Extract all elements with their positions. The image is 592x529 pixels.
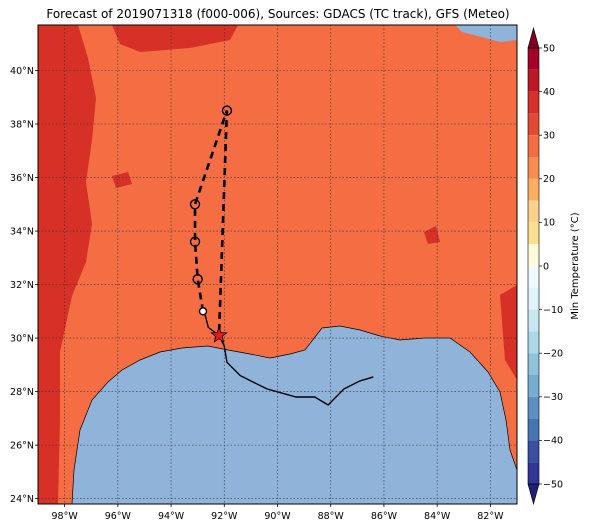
- colorbar-tick-label: −10: [543, 305, 563, 316]
- colorbar-tick-labels: 50 40 30 20 10 0 −10 −20 −30 −40 −50: [539, 43, 563, 490]
- latitude-tick-labels: 24°N 26°N 28°N 30°N 32°N 34°N 36°N 38°N 40°N: [10, 66, 38, 505]
- colorbar-tick-label: −40: [543, 436, 563, 447]
- warm-temperature-region-north: [38, 25, 238, 52]
- past-track-line: [202, 308, 374, 406]
- colorbar-band: [528, 135, 539, 157]
- colorbar-extend-bottom: [527, 483, 540, 506]
- forecast-position-marker: [192, 274, 203, 285]
- colorbar-band: [528, 353, 539, 375]
- atlantic-ocean: [455, 25, 517, 42]
- colorbar-band: [528, 222, 539, 245]
- colorbar-tick-label: 10: [543, 218, 555, 229]
- warm-temperature-patch: [500, 285, 517, 380]
- colorbar-tick-label: −50: [543, 479, 563, 490]
- colorbar-tick-label: 30: [543, 131, 555, 142]
- colorbar-band: [528, 375, 539, 397]
- colorbar-band: [528, 462, 539, 484]
- colorbar-extend-top: [527, 26, 540, 49]
- colorbar-tick-label: 0: [543, 261, 549, 272]
- colorbar-band: [528, 331, 539, 354]
- longitude-tick-label: 96°W: [105, 511, 132, 522]
- colorbar-tick-label: −20: [543, 349, 563, 360]
- colorbar-tick-label: −30: [543, 392, 563, 403]
- colorbar-band: [528, 418, 539, 441]
- longitude-tick-label: 98°W: [51, 511, 78, 522]
- longitude-tick-labels: 98°W 96°W 94°W 92°W 90°W 88°W 86°W 84°W 82°W: [51, 504, 504, 522]
- latitude-tick-label: 24°N: [10, 494, 34, 505]
- latitude-tick-label: 38°N: [10, 120, 34, 131]
- map-title: Forecast of 2019071318 (f000-006), Sourc…: [46, 7, 510, 21]
- colorbar-band: [528, 157, 539, 179]
- gulf-of-mexico: [72, 326, 517, 504]
- latitude-tick-label: 30°N: [10, 334, 34, 345]
- colorbar-band: [528, 200, 539, 223]
- current-storm-position-star: [210, 326, 228, 343]
- forecast-position-marker: [189, 236, 201, 247]
- forecast-track-line: [193, 110, 229, 336]
- forecast-position-marker: [189, 199, 201, 210]
- longitude-tick-label: 94°W: [158, 511, 185, 522]
- longitude-tick-label: 92°W: [211, 511, 238, 522]
- colorbar-band: [528, 309, 539, 332]
- latitude-tick-label: 28°N: [10, 387, 34, 398]
- longitude-tick-label: 88°W: [318, 511, 345, 522]
- latitude-tick-label: 26°N: [10, 441, 34, 452]
- colorbar-band: [528, 266, 539, 288]
- colorbar-band: [528, 48, 539, 70]
- warm-temperature-patch: [112, 172, 132, 188]
- colorbar-band: [528, 91, 539, 114]
- longitude-tick-label: 82°W: [477, 511, 504, 522]
- latitude-tick-label: 34°N: [10, 227, 34, 238]
- longitude-tick-label: 90°W: [264, 511, 291, 522]
- forecast-position-marker: [198, 307, 208, 316]
- coastline: [71, 325, 517, 504]
- colorbar-band: [528, 440, 539, 463]
- colorbar-tick-label: 40: [543, 87, 555, 98]
- storm-track: [189, 105, 374, 406]
- latitude-tick-label: 36°N: [10, 173, 34, 184]
- colorbar-label: Min Temperature (°C): [570, 212, 581, 319]
- colorbar-band: [528, 69, 539, 92]
- latitude-tick-label: 32°N: [10, 280, 34, 291]
- colorbar-band: [528, 178, 539, 201]
- colorbar-band: [528, 396, 539, 419]
- colorbar-tick-label: 20: [543, 174, 555, 185]
- warm-temperature-region-west: [38, 25, 96, 504]
- warm-temperature-patch: [424, 226, 440, 244]
- colorbar-band: [528, 113, 539, 136]
- colorbar-band: [528, 244, 539, 266]
- longitude-tick-label: 86°W: [371, 511, 398, 522]
- colorbar-band: [528, 287, 539, 310]
- forecast-position-marker: [221, 105, 233, 116]
- colorbar-tick-label: 50: [543, 43, 555, 54]
- latitude-tick-label: 40°N: [10, 66, 34, 77]
- temperature-colorbar: [527, 26, 540, 506]
- longitude-tick-label: 84°W: [424, 511, 451, 522]
